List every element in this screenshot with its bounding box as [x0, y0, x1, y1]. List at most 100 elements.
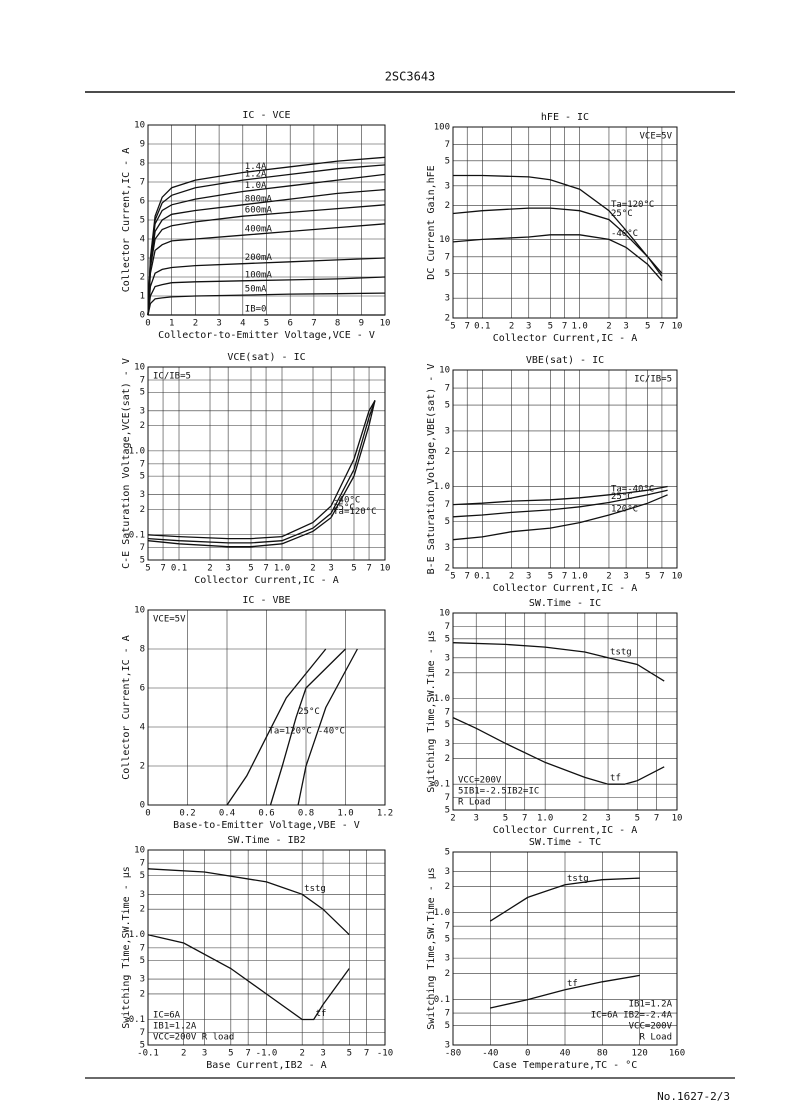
y-tick-label: 3	[445, 653, 450, 663]
x-tick-label: 0.2	[179, 809, 195, 819]
y-tick-label: 7	[140, 1028, 145, 1038]
x-tick-label: 7	[562, 322, 567, 332]
x-tick-label: 3	[328, 564, 333, 574]
x-tick-label: 10	[380, 319, 391, 329]
curve-label: 1.2A	[245, 170, 267, 180]
x-tick-label: 3	[225, 564, 230, 574]
y-tick-label: 5	[445, 401, 450, 411]
x-tick-label: 7	[245, 1049, 250, 1059]
x-tick-label: 1	[169, 319, 174, 329]
y-tick-label: 2	[140, 505, 145, 515]
y-tick-label: 7	[445, 384, 450, 394]
chart-title: IC - VBE	[242, 595, 290, 606]
curve-label: 50mA	[245, 285, 267, 295]
y-tick-label: 2	[445, 668, 450, 678]
y-tick-label: 3	[445, 954, 450, 964]
y-tick-label: 9	[140, 140, 145, 150]
curve	[147, 188, 386, 316]
curve-label: tf	[610, 774, 621, 784]
y-axis-label: Switching Time,SW.Time - µs	[426, 630, 437, 793]
annotation: IC=6A	[153, 1011, 181, 1021]
y-tick-label: 3	[140, 975, 145, 985]
x-tick-label: 10	[672, 814, 683, 824]
y-tick-label: 7	[140, 375, 145, 385]
y-tick-label: 5	[445, 848, 450, 858]
x-tick-label: -10	[377, 1049, 393, 1059]
curve	[297, 648, 358, 806]
x-tick-label: 10	[672, 572, 683, 582]
x-axis-label: Collector Current,IC - A	[493, 825, 638, 836]
x-tick-label: 9	[359, 319, 364, 329]
y-tick-label: 7	[445, 1009, 450, 1019]
y-tick-label: 0	[140, 311, 145, 321]
y-tick-label: 6	[140, 684, 145, 694]
x-tick-label: 10	[380, 564, 391, 574]
chart-title: VCE(sat) - IC	[227, 352, 305, 363]
x-tick-label: 5	[450, 572, 455, 582]
x-tick-label: 0	[145, 809, 150, 819]
x-tick-label: -80	[445, 1049, 461, 1059]
x-tick-label: 0.4	[219, 809, 235, 819]
y-tick-label: 5	[140, 1041, 145, 1051]
annotation: R Load	[639, 1033, 672, 1043]
y-tick-label: 2	[445, 447, 450, 457]
x-tick-label: 3	[605, 814, 610, 824]
y-tick-label: 5	[140, 956, 145, 966]
chart-title: SW.Time - IC	[529, 598, 601, 609]
annotation: R Load	[458, 798, 491, 808]
curve	[269, 648, 346, 806]
y-tick-label: 5	[140, 871, 145, 881]
curve	[147, 276, 386, 316]
y-tick-label: 0.1	[434, 995, 450, 1005]
y-tick-label: 4	[140, 235, 145, 245]
y-tick-label: 5	[445, 1021, 450, 1031]
chart-title: IC - VCE	[242, 110, 290, 121]
x-tick-label: 3	[320, 1049, 325, 1059]
curve-label: 120°C	[611, 504, 638, 514]
x-tick-label: 0	[145, 319, 150, 329]
curve	[453, 174, 663, 274]
x-tick-label: 5	[347, 1049, 352, 1059]
x-tick-label: 5	[645, 322, 650, 332]
x-tick-label: 3	[623, 572, 628, 582]
curve-label: IB=0	[245, 305, 267, 315]
y-tick-label: 7	[140, 543, 145, 553]
x-tick-label: -40	[482, 1049, 498, 1059]
y-tick-label: 2	[140, 273, 145, 283]
x-tick-label: 7	[160, 564, 165, 574]
y-tick-label: 0	[140, 801, 145, 811]
annotation: IC/IB=5	[634, 375, 672, 385]
curve-label: 800mA	[245, 194, 273, 204]
y-tick-label: 100	[434, 123, 450, 133]
y-tick-label: 7	[445, 922, 450, 932]
x-tick-label: 2	[582, 814, 587, 824]
curve	[147, 292, 386, 316]
annotation: VCE=5V	[639, 132, 672, 142]
y-tick-label: 8	[140, 645, 145, 655]
x-tick-label: 7	[659, 572, 664, 582]
y-tick-label: 2	[445, 314, 450, 324]
y-tick-label: 5	[140, 216, 145, 226]
x-tick-label: 3	[623, 322, 628, 332]
x-tick-label: 5	[548, 572, 553, 582]
x-tick-label: 1.0	[274, 564, 290, 574]
y-tick-label: 3	[445, 426, 450, 436]
y-tick-label: 3	[140, 406, 145, 416]
chart-title: VBE(sat) - IC	[526, 355, 604, 366]
x-tick-label: 160	[669, 1049, 685, 1059]
y-axis-label: Switching Time,SW.Time - µs	[121, 866, 132, 1029]
curve	[490, 974, 640, 1009]
y-tick-label: 0.1	[434, 780, 450, 790]
x-tick-label: 7	[562, 572, 567, 582]
curve	[452, 234, 663, 282]
x-tick-label: 2	[193, 319, 198, 329]
y-tick-label: 0.1	[129, 530, 145, 540]
x-axis-label: Base-to-Emitter Voltage,VBE - V	[173, 820, 360, 831]
x-tick-label: 5	[145, 564, 150, 574]
curve	[147, 223, 386, 316]
y-axis-label: DC Current Gain,hFE	[426, 165, 437, 279]
x-tick-label: 7	[263, 564, 268, 574]
x-tick-label: 2	[606, 322, 611, 332]
annotation: IC=6A IB2=-2.4A	[591, 1011, 673, 1021]
curve	[226, 648, 327, 806]
